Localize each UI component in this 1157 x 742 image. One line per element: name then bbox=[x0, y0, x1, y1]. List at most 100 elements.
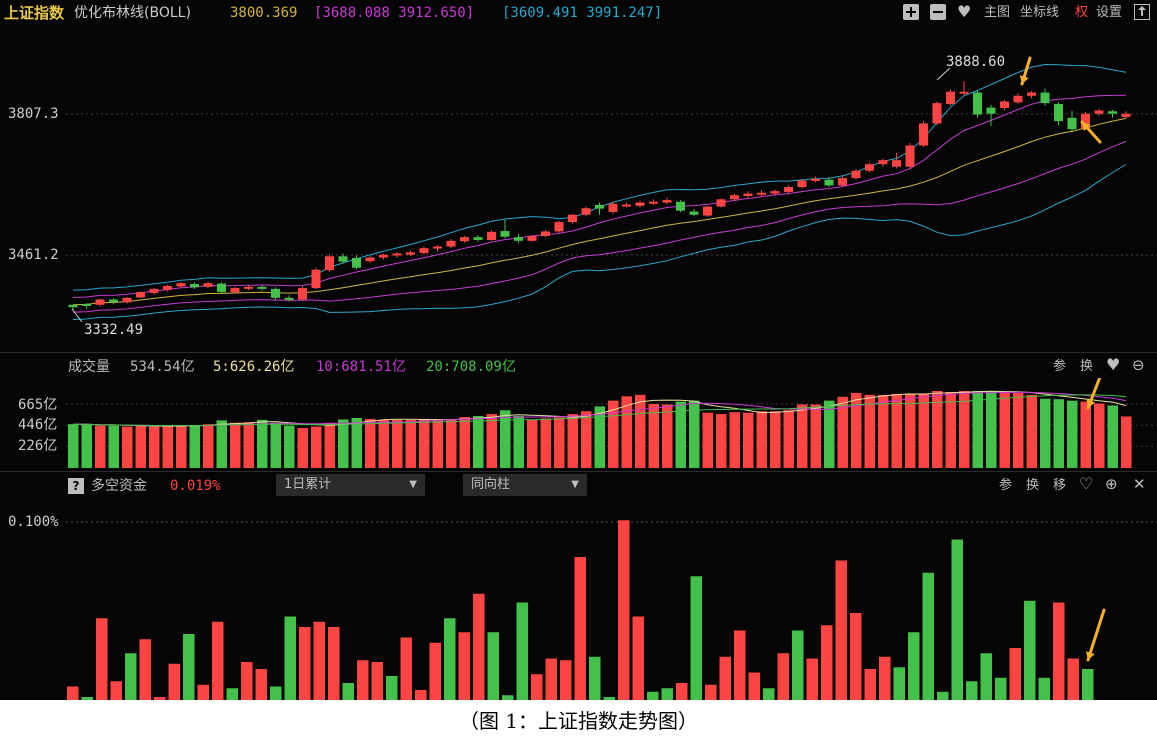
volume-bar bbox=[203, 424, 214, 468]
volume-bar bbox=[81, 424, 92, 468]
period-select-value: 1日累计 bbox=[284, 477, 332, 492]
volume-bar bbox=[149, 426, 160, 468]
volume-bar bbox=[891, 393, 902, 468]
volume-bar bbox=[324, 422, 335, 468]
candle-body bbox=[608, 203, 618, 212]
capital-favorite-icon[interactable]: ♡ bbox=[1079, 474, 1094, 493]
volume-chart[interactable] bbox=[0, 378, 1157, 470]
capital-bar bbox=[154, 697, 166, 700]
capital-bar bbox=[212, 621, 224, 700]
capital-bar bbox=[400, 637, 412, 700]
volume-title: 成交量 bbox=[68, 359, 110, 375]
price-chart[interactable] bbox=[0, 22, 1157, 350]
chevron-down-icon: ▼ bbox=[409, 479, 417, 490]
volume-bar bbox=[986, 391, 997, 468]
candle-body bbox=[487, 231, 496, 241]
capital-switch-button[interactable]: 换 bbox=[1026, 478, 1040, 493]
candle-body bbox=[865, 164, 874, 171]
capital-bar bbox=[792, 630, 804, 700]
volume-bar bbox=[108, 425, 119, 468]
volume-bar bbox=[338, 419, 349, 468]
annotation-arrow-head bbox=[1082, 122, 1091, 131]
volume-bar bbox=[743, 412, 754, 468]
candle-body bbox=[919, 123, 928, 146]
favorite-heart-icon[interactable]: ♥ bbox=[957, 2, 972, 21]
volume-bar bbox=[284, 425, 295, 468]
volume-params-button[interactable]: 参 bbox=[1053, 359, 1067, 374]
candle-body bbox=[1054, 103, 1063, 122]
volume-axis-label-1: 665亿 bbox=[18, 397, 58, 413]
rights-button[interactable]: 权 bbox=[1075, 5, 1089, 20]
capital-bar bbox=[1024, 600, 1036, 700]
volume-bar bbox=[297, 428, 308, 468]
candle-body bbox=[622, 204, 631, 207]
volume-bar bbox=[1013, 392, 1024, 468]
capital-zoom-in-icon[interactable]: ⊕ bbox=[1105, 475, 1118, 493]
volume-bar bbox=[1053, 399, 1064, 468]
volume-bar bbox=[689, 400, 700, 468]
volume-bar bbox=[797, 404, 808, 468]
capital-bar bbox=[342, 683, 354, 700]
volume-bar bbox=[810, 404, 821, 468]
capital-bar bbox=[603, 697, 615, 700]
capital-bar bbox=[96, 618, 108, 700]
capital-bar bbox=[618, 520, 630, 700]
capital-bar bbox=[821, 625, 833, 700]
zoom-in-icon[interactable] bbox=[903, 4, 919, 20]
candle-body bbox=[770, 191, 780, 194]
volume-switch-button[interactable]: 换 bbox=[1080, 359, 1094, 374]
settings-button[interactable]: 设置 bbox=[1096, 5, 1123, 20]
capital-bar bbox=[458, 632, 470, 700]
coordinate-line-button[interactable]: 坐标线 bbox=[1020, 5, 1060, 20]
capital-close-icon[interactable]: ✕ bbox=[1133, 475, 1146, 493]
candle-body bbox=[554, 222, 564, 232]
volume-zoom-out-icon[interactable]: ⊖ bbox=[1132, 356, 1145, 374]
candle-body bbox=[1121, 113, 1131, 117]
candle-body bbox=[649, 201, 658, 204]
candle-body bbox=[406, 252, 415, 255]
volume-bar bbox=[68, 424, 79, 468]
candle-body bbox=[257, 286, 267, 289]
capital-bar bbox=[763, 688, 775, 700]
capital-bar bbox=[357, 660, 369, 700]
volume-bar bbox=[594, 406, 605, 468]
capital-params-button[interactable]: 参 bbox=[999, 478, 1013, 493]
high-price-annotation: 3888.60 bbox=[946, 54, 1006, 70]
style-select[interactable]: 同向柱 ▼ bbox=[463, 474, 587, 496]
candle-body bbox=[1067, 117, 1077, 130]
volume-bar bbox=[1107, 405, 1118, 468]
capital-bar bbox=[502, 695, 514, 700]
capital-move-button[interactable]: 移 bbox=[1053, 478, 1067, 493]
main-chart-button[interactable]: 主图 bbox=[984, 5, 1011, 20]
boll-lower-outer-line bbox=[72, 164, 1127, 320]
candle-body bbox=[743, 193, 753, 197]
volume-bar bbox=[216, 420, 227, 468]
candle-body bbox=[838, 178, 847, 186]
capital-bar bbox=[313, 621, 325, 700]
help-icon[interactable]: ? bbox=[68, 478, 84, 494]
candle-body bbox=[716, 199, 726, 207]
volume-bar bbox=[162, 425, 173, 468]
volume-ma20: 20:708.09亿 bbox=[426, 359, 516, 375]
zoom-out-icon[interactable] bbox=[930, 4, 946, 20]
candle-body bbox=[284, 297, 294, 300]
export-icon[interactable] bbox=[1134, 4, 1150, 20]
capital-bar bbox=[241, 662, 253, 700]
candle-body bbox=[946, 91, 955, 104]
index-name: 上证指数 bbox=[4, 4, 65, 22]
volume-bar bbox=[432, 419, 443, 468]
volume-bar bbox=[729, 412, 740, 468]
price-axis-label-lower: 3461.2 bbox=[8, 247, 59, 263]
candle-body bbox=[541, 231, 550, 236]
candle-body bbox=[1081, 113, 1090, 129]
volume-bar bbox=[864, 394, 875, 468]
volume-axis-label-2: 446亿 bbox=[18, 417, 58, 433]
period-select[interactable]: 1日累计 ▼ bbox=[276, 474, 425, 496]
volume-bar bbox=[1040, 398, 1051, 468]
low-marker-line bbox=[71, 308, 83, 323]
boll-lower-inner-line bbox=[72, 140, 1127, 313]
volume-favorite-icon[interactable]: ♥ bbox=[1106, 355, 1121, 374]
capital-bar bbox=[1038, 677, 1050, 700]
capital-chart[interactable] bbox=[0, 500, 1157, 700]
candle-body bbox=[136, 292, 145, 298]
